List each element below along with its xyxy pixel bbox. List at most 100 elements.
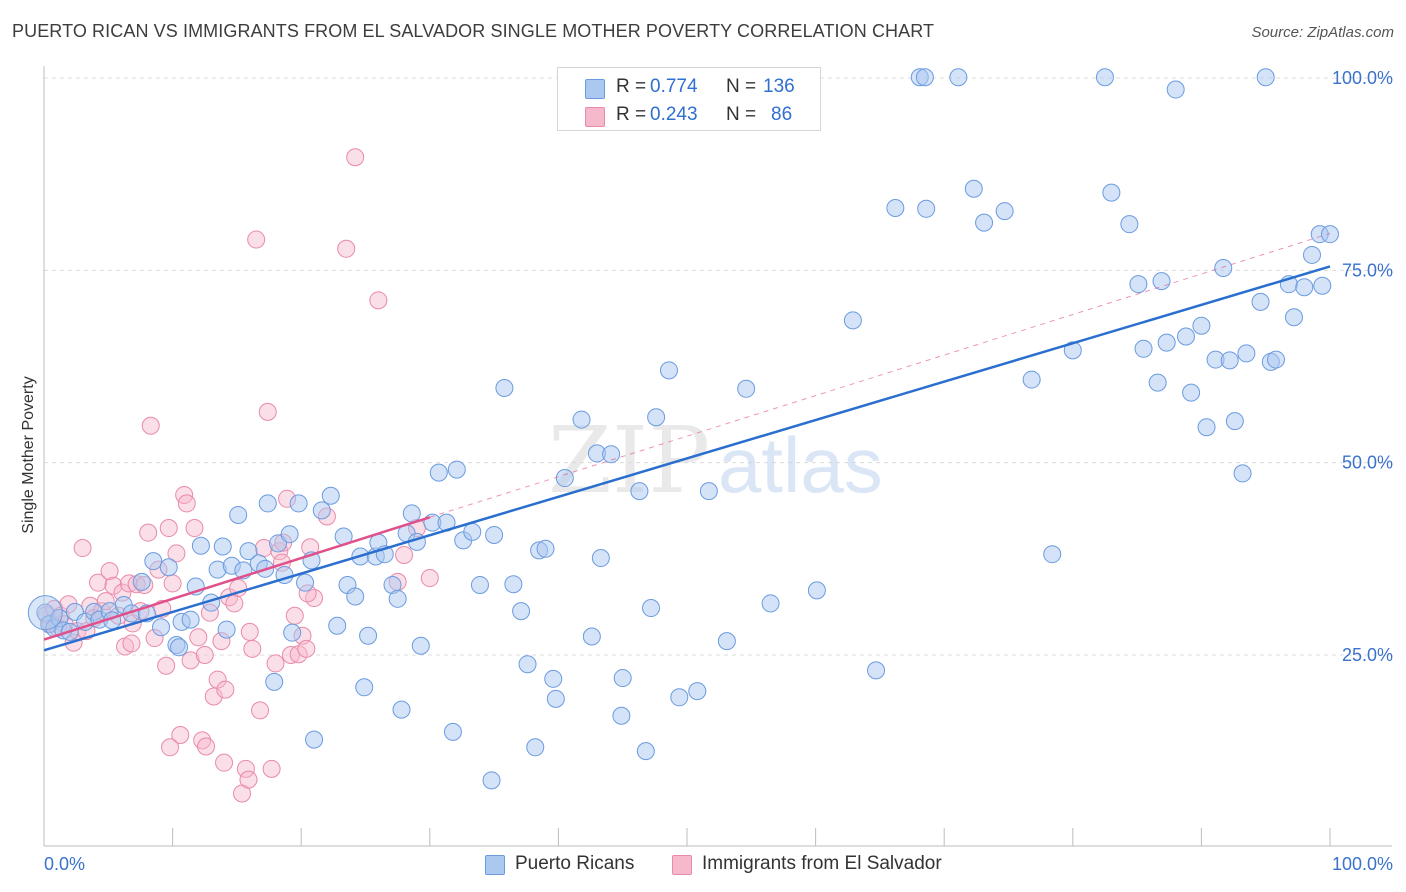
data-point-puerto-rican xyxy=(555,469,574,488)
data-point-puerto-rican xyxy=(359,626,378,645)
data-point-puerto-rican xyxy=(964,179,983,198)
data-point-puerto-rican xyxy=(582,627,601,646)
data-point-el-salvador xyxy=(141,416,160,435)
data-point-el-salvador xyxy=(243,639,262,658)
x-tick-label: 0.0% xyxy=(44,854,85,874)
data-point-puerto-rican xyxy=(443,722,462,741)
data-point-puerto-rican xyxy=(170,638,189,657)
data-point-el-salvador xyxy=(266,654,285,673)
data-point-puerto-rican xyxy=(1251,292,1270,311)
legend-r-value: 0.774 xyxy=(650,76,698,97)
data-point-puerto-rican xyxy=(647,408,666,427)
data-point-puerto-rican xyxy=(258,494,277,513)
data-point-puerto-rican xyxy=(132,572,151,591)
data-point-el-salvador xyxy=(236,759,255,778)
data-point-puerto-rican xyxy=(144,552,163,571)
data-point-puerto-rican xyxy=(213,537,232,556)
data-point-puerto-rican xyxy=(1148,373,1167,392)
legend-n-value: 86 xyxy=(771,104,793,125)
data-point-el-salvador xyxy=(89,573,108,592)
data-point-puerto-rican xyxy=(283,623,302,642)
data-point-el-salvador xyxy=(195,645,214,664)
data-point-puerto-rican xyxy=(495,379,514,398)
data-point-puerto-rican xyxy=(659,361,678,380)
data-point-puerto-rican xyxy=(1063,341,1082,360)
trendline-puerto-ricans xyxy=(43,265,1331,652)
data-point-puerto-rican xyxy=(1237,344,1256,363)
data-point-puerto-rican xyxy=(641,599,660,618)
data-point-el-salvador xyxy=(163,574,182,593)
legend-swatch-blue xyxy=(585,79,605,99)
y-tick-label: 50.0% xyxy=(1342,453,1393,473)
data-point-el-salvador xyxy=(139,523,158,542)
data-point-puerto-rican xyxy=(636,742,655,761)
data-point-puerto-rican xyxy=(546,689,565,708)
y-tick-label: 25.0% xyxy=(1342,645,1393,665)
data-point-puerto-rican xyxy=(917,199,936,218)
data-point-puerto-rican xyxy=(1284,308,1303,327)
data-point-puerto-rican xyxy=(159,558,178,577)
data-point-puerto-rican xyxy=(321,486,340,505)
data-point-puerto-rican xyxy=(289,494,308,513)
data-point-el-salvador xyxy=(420,569,439,588)
data-point-el-salvador xyxy=(297,639,316,658)
data-point-puerto-rican xyxy=(975,213,994,232)
data-point-puerto-rican xyxy=(1197,418,1216,437)
data-point-el-salvador xyxy=(247,230,266,249)
data-point-el-salvador xyxy=(369,291,388,310)
data-point-el-salvador xyxy=(251,701,270,720)
data-point-puerto-rican xyxy=(1095,68,1114,87)
data-point-el-salvador xyxy=(181,651,200,670)
data-point-puerto-rican xyxy=(1129,275,1148,294)
watermark-atlas: atlas xyxy=(718,421,883,509)
data-point-puerto-rican xyxy=(447,460,466,479)
data-point-puerto-rican xyxy=(613,669,632,688)
data-point-puerto-rican xyxy=(886,199,905,218)
data-point-puerto-rican xyxy=(591,549,610,568)
data-point-puerto-rican xyxy=(305,730,324,749)
data-point-el-salvador xyxy=(215,753,234,772)
data-point-puerto-rican xyxy=(470,575,489,594)
legend-r-label: R = xyxy=(616,104,647,125)
data-point-puerto-rican xyxy=(1152,272,1171,291)
data-point-puerto-rican xyxy=(717,632,736,651)
data-point-puerto-rican xyxy=(995,202,1014,221)
trendline-el-salvador xyxy=(43,516,431,641)
legend-swatch-pink xyxy=(672,855,692,875)
data-point-puerto-rican xyxy=(463,522,482,541)
data-point-puerto-rican xyxy=(1102,183,1121,202)
legend-n-value: 136 xyxy=(763,76,795,97)
legend-r-label: R = xyxy=(616,76,647,97)
data-point-puerto-rican xyxy=(688,682,707,701)
data-point-el-salvador xyxy=(161,738,180,757)
x-tick-labels: 0.0% 100.0% xyxy=(44,854,1393,874)
data-point-puerto-rican xyxy=(1302,245,1321,264)
data-point-puerto-rican xyxy=(1157,333,1176,352)
data-point-puerto-rican xyxy=(1233,464,1252,483)
legend-row-blue: R = 0.774 N = 136 xyxy=(558,72,820,102)
data-point-puerto-rican xyxy=(217,620,236,639)
data-point-puerto-rican xyxy=(191,536,210,555)
data-point-el-salvador xyxy=(240,622,259,641)
data-point-el-salvador xyxy=(204,687,223,706)
data-point-el-salvador xyxy=(104,576,123,595)
data-point-el-salvador xyxy=(225,594,244,613)
data-point-puerto-rican xyxy=(915,68,934,87)
data-point-puerto-rican xyxy=(1182,383,1201,402)
data-point-el-salvador xyxy=(157,656,176,675)
data-point-puerto-rican xyxy=(949,68,968,87)
data-point-el-salvador xyxy=(197,737,216,756)
data-point-puerto-rican xyxy=(280,525,299,544)
data-point-el-salvador xyxy=(281,645,300,664)
data-point-puerto-rican xyxy=(526,738,545,757)
data-point-puerto-rican xyxy=(512,602,531,621)
data-point-puerto-rican xyxy=(265,672,284,691)
x-tick-label: 100.0% xyxy=(1332,854,1393,874)
data-point-puerto-rican xyxy=(1266,350,1285,369)
data-point-puerto-rican xyxy=(346,587,365,606)
legend-swatch-pink xyxy=(585,107,605,127)
data-point-el-salvador xyxy=(346,148,365,167)
data-point-puerto-rican xyxy=(312,501,331,520)
data-point-el-salvador xyxy=(239,770,258,789)
